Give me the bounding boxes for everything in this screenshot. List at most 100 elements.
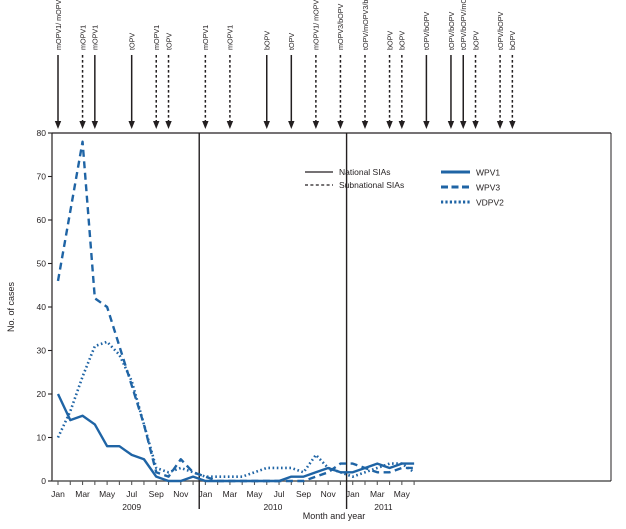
sia-arrow-head: [153, 121, 160, 129]
sia-arrow-head: [447, 121, 455, 129]
x-tick-label: Mar: [370, 489, 385, 499]
sia-arrow-label: tOPV/bOPV: [496, 11, 505, 50]
sia-arrow-label: tOPV/bOPV/mOPV3: [459, 0, 468, 50]
sia-arrow: tOPV/mOPV3/bOPV: [361, 0, 370, 129]
x-tick-label: Mar: [223, 489, 238, 499]
sia-arrow-head: [263, 121, 270, 129]
sia-arrow-head: [361, 121, 369, 129]
sia-arrow-head: [509, 121, 516, 129]
sia-arrow-label: mOPV1: [91, 25, 100, 50]
y-tick-label: 30: [37, 346, 47, 356]
sia-arrow: tOPV/bOPV: [496, 11, 505, 129]
legend-label: National SIAs: [339, 167, 391, 177]
sia-arrow: mOPV1/ mOPV3: [54, 0, 63, 129]
y-tick-label: 60: [37, 215, 47, 225]
sia-arrow-label: tOPV/bOPV: [422, 11, 431, 50]
y-tick-label: 50: [37, 259, 47, 269]
x-tick-label: Sep: [296, 489, 311, 499]
sia-arrow-label: bOPV: [398, 31, 407, 50]
sia-arrow: mOPV1: [152, 25, 161, 129]
sia-arrow-label: bOPV: [385, 31, 394, 50]
sia-arrow-head: [202, 121, 209, 129]
sia-arrow-head: [288, 121, 295, 129]
sia-arrow-label: mOPV1: [226, 25, 235, 50]
y-axis-title: No. of cases: [6, 281, 16, 332]
y-tick-label: 20: [37, 389, 47, 399]
year-label: 2011: [374, 502, 393, 512]
sia-arrow-head: [312, 121, 320, 129]
sia-arrow: bOPV: [263, 31, 272, 129]
sia-arrow-head: [226, 121, 234, 129]
sia-arrow: tOPV/bOPV/mOPV3: [459, 0, 468, 129]
x-tick-label: Jul: [274, 489, 285, 499]
sia-arrow-label: mOPV1: [152, 25, 161, 50]
sia-arrow-label: tOPV/bOPV: [447, 11, 456, 50]
y-tick-label: 80: [37, 128, 47, 138]
sia-arrow-label: mOPV1: [201, 25, 210, 50]
sia-arrow-head: [386, 121, 393, 129]
y-tick-label: 0: [41, 476, 46, 486]
sia-arrow: tOPV/bOPV: [447, 11, 456, 129]
sia-arrow-head: [398, 121, 406, 129]
sia-arrow-head: [496, 121, 504, 129]
series-line-vdpv2: [56, 340, 415, 478]
x-tick-label: Nov: [173, 489, 189, 499]
x-tick-label: May: [394, 489, 411, 499]
x-tick-label: Jan: [199, 489, 213, 499]
sia-arrow-head: [337, 121, 344, 129]
sia-arrow-label: tOPV: [127, 33, 136, 50]
x-tick-label: May: [246, 489, 263, 499]
sia-arrow-head: [423, 121, 430, 129]
x-tick-label: Mar: [75, 489, 90, 499]
sia-arrow: mOPV1: [91, 25, 100, 129]
sia-arrow: mOPV1: [226, 25, 235, 129]
x-tick-label: Nov: [321, 489, 337, 499]
sia-arrow-band: mOPV1/ mOPV3 mOPV1 mOPV1 tOPV mOPV1 tOPV mOPV1…: [54, 0, 517, 129]
x-tick-label: Jan: [346, 489, 360, 499]
legend-label: WPV3: [476, 182, 500, 192]
y-tick-label: 10: [37, 433, 47, 443]
sia-arrow-label: bOPV: [508, 31, 517, 50]
sia-arrow-label: bOPV: [471, 31, 480, 50]
sia-arrow-head: [54, 121, 62, 129]
sia-arrow-label: bOPV: [263, 31, 272, 50]
chart-axes: 0 10 20 30 40 50 60 70 80 No. of cases Jan Mar May Ju…: [6, 128, 612, 521]
x-tick-label: Jan: [51, 489, 65, 499]
chart-legend: National SIAs Subnational SIAs WPV1 WPV3 VDP…: [305, 167, 504, 207]
x-tick-label: May: [99, 489, 116, 499]
chart-series: [56, 140, 415, 483]
sia-arrow: mOPV1/ mOPV3/bOPV: [312, 0, 321, 129]
sia-arrow-head: [91, 121, 99, 129]
sia-arrow: bOPV: [471, 31, 480, 129]
legend-label: WPV1: [476, 167, 500, 177]
sia-arrow-label: tOPV: [164, 33, 173, 50]
sia-arrow-head: [79, 121, 86, 129]
sia-arrow: mOPV1: [201, 25, 210, 129]
sia-arrow: bOPV: [385, 31, 394, 129]
sia-arrow: mOPV3/bOPV: [336, 3, 345, 129]
year-label: 2010: [263, 502, 282, 512]
sia-arrow-label: mOPV3/bOPV: [336, 3, 345, 50]
sia-arrow: tOPV: [127, 33, 136, 129]
sia-arrow: mOPV1: [78, 25, 87, 129]
y-tick-label: 70: [37, 172, 47, 182]
year-label: 2009: [122, 502, 141, 512]
x-tick-label: Sep: [149, 489, 164, 499]
series-line-wpv3: [56, 140, 415, 483]
sia-arrow: tOPV/bOPV: [422, 11, 431, 129]
sia-arrow-label: mOPV1/ mOPV3: [54, 0, 63, 50]
x-tick-label: Jul: [126, 489, 137, 499]
legend-label: Subnational SIAs: [339, 180, 404, 190]
sia-arrow: tOPV: [164, 33, 173, 129]
sia-arrow-head: [165, 121, 172, 129]
sia-arrow-head: [472, 121, 479, 129]
sia-arrow: tOPV: [287, 33, 296, 129]
y-tick-label: 40: [37, 302, 47, 312]
sia-arrow-head: [460, 121, 467, 129]
sia-arrow-head: [128, 121, 135, 129]
sia-arrow-label: mOPV1: [78, 25, 87, 50]
series-line-wpv1: [56, 393, 415, 483]
x-axis-title: Month and year: [303, 511, 366, 521]
